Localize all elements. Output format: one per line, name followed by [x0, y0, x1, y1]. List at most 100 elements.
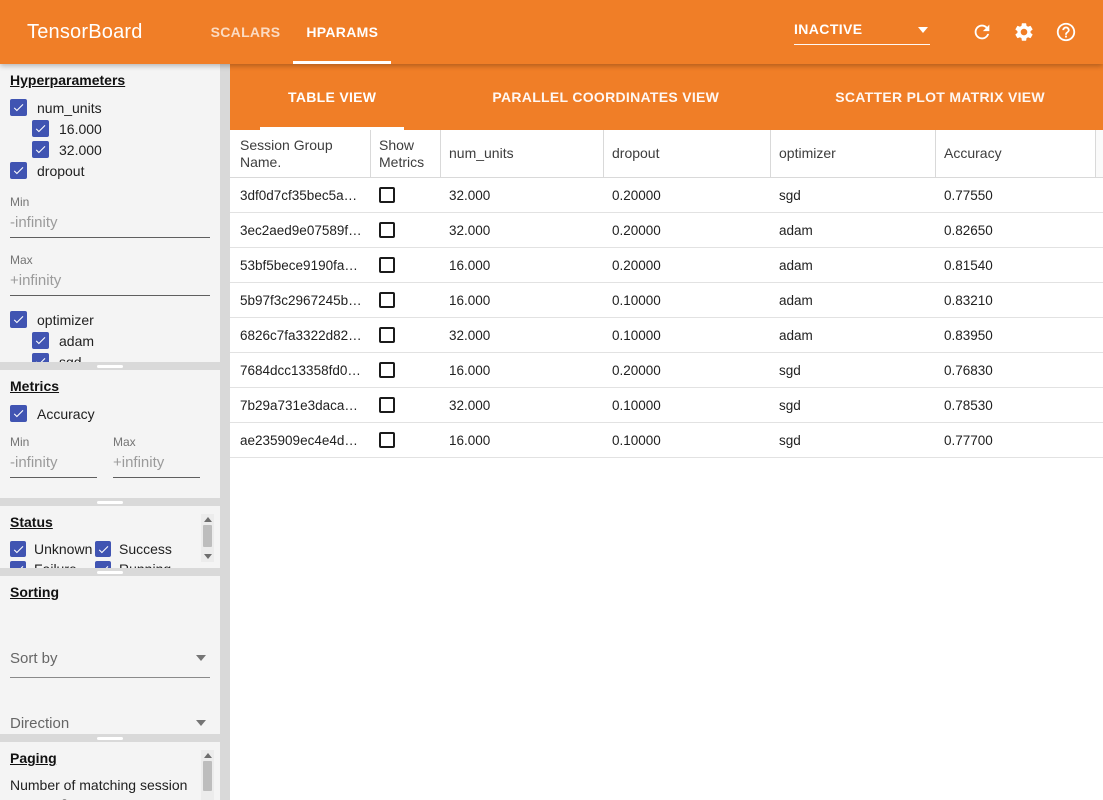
table-row: 53bf5bece9190fa… 16.000 0.20000 adam 0.8…: [230, 248, 1103, 283]
hparam-value-label: 16.000: [59, 121, 102, 137]
direction-select[interactable]: Direction: [10, 710, 210, 734]
metric-minmax-fields: Min Max: [10, 435, 220, 478]
column-header-session-group-name[interactable]: Session Group Name.: [230, 130, 371, 177]
checkbox-checked-icon[interactable]: [10, 561, 26, 568]
accuracy-value: 0.77550: [936, 178, 1096, 212]
column-header-accuracy[interactable]: Accuracy: [936, 130, 1096, 177]
section-resize-divider: [0, 568, 220, 576]
settings-button[interactable]: [1012, 20, 1036, 44]
hparam-value-label: sgd: [59, 354, 82, 363]
help-button[interactable]: [1054, 20, 1078, 44]
sorting-heading: Sorting: [10, 584, 59, 600]
matching-groups-count: Number of matching session groups: 8: [10, 776, 195, 800]
accuracy-value: 0.76830: [936, 353, 1096, 387]
optimizer-value: adam: [771, 318, 936, 352]
show-metrics-checkbox[interactable]: [379, 257, 395, 273]
dropout-max-field: Max: [10, 253, 220, 296]
section-resize-divider: [0, 734, 220, 742]
scroll-down-icon[interactable]: [204, 554, 212, 559]
sort-by-select[interactable]: Sort by: [10, 645, 210, 678]
show-metrics-checkbox[interactable]: [379, 187, 395, 203]
checkbox-checked-icon[interactable]: [10, 99, 27, 116]
sorting-section: Sorting Sort by Direction: [0, 576, 220, 734]
checkbox-checked-icon[interactable]: [32, 120, 49, 137]
column-header-show-metrics[interactable]: Show Metrics: [371, 130, 441, 177]
show-metrics-checkbox[interactable]: [379, 397, 395, 413]
column-header-dropout[interactable]: dropout: [604, 130, 771, 177]
accuracy-value: 0.82650: [936, 213, 1096, 247]
dropout-max-input[interactable]: [10, 269, 210, 296]
status-label: Success: [119, 541, 172, 557]
plugin-tabs: SCALARS HPARAMS: [198, 0, 392, 64]
hparam-value-16: 16.000: [32, 119, 220, 138]
metric-max-input[interactable]: [113, 451, 200, 478]
reload-status-dropdown[interactable]: INACTIVE: [794, 19, 930, 45]
status-label: Failure: [34, 561, 77, 568]
checkbox-checked-icon[interactable]: [32, 332, 49, 349]
hparam-value-label: 32.000: [59, 142, 102, 158]
status-scrollbar[interactable]: [201, 514, 214, 562]
accuracy-value: 0.77700: [936, 423, 1096, 457]
checkbox-checked-icon[interactable]: [10, 541, 26, 557]
optimizer-value: adam: [771, 283, 936, 317]
status-success: Success: [95, 540, 203, 558]
resize-handle[interactable]: [97, 501, 123, 504]
table-row: 7684dcc13358fd0… 16.000 0.20000 sgd 0.76…: [230, 353, 1103, 388]
hparam-value-adam: adam: [32, 331, 220, 350]
hparam-label: num_units: [37, 100, 102, 116]
refresh-button[interactable]: [970, 20, 994, 44]
show-metrics-checkbox[interactable]: [379, 362, 395, 378]
resize-handle[interactable]: [97, 737, 123, 740]
num-units-value: 16.000: [441, 353, 604, 387]
resize-handle[interactable]: [97, 571, 123, 574]
scrollbar-thumb[interactable]: [203, 761, 212, 791]
optimizer-value: sgd: [771, 423, 936, 457]
num-units-value: 16.000: [441, 423, 604, 457]
scroll-up-icon[interactable]: [204, 517, 212, 522]
hparam-num-units: num_units: [10, 98, 220, 117]
chevron-down-icon: [196, 720, 206, 726]
scrollbar-thumb[interactable]: [203, 525, 212, 547]
metric-label: Accuracy: [37, 406, 95, 422]
tab-hparams[interactable]: HPARAMS: [293, 0, 391, 64]
hparam-value-32: 32.000: [32, 140, 220, 159]
column-header-optimizer[interactable]: optimizer: [771, 130, 936, 177]
scroll-up-icon[interactable]: [204, 753, 212, 758]
tab-scatter-plot-matrix-view[interactable]: SCATTER PLOT MATRIX VIEW: [807, 64, 1073, 130]
session-group-name: 3ec2aed9e07589f…: [230, 213, 371, 247]
tab-scalars[interactable]: SCALARS: [198, 0, 294, 64]
checkbox-checked-icon[interactable]: [95, 561, 111, 568]
show-metrics-checkbox[interactable]: [379, 327, 395, 343]
checkbox-checked-icon[interactable]: [10, 311, 27, 328]
checkbox-checked-icon[interactable]: [95, 541, 111, 557]
paging-scrollbar[interactable]: [201, 750, 214, 800]
show-metrics-checkbox[interactable]: [379, 292, 395, 308]
column-header-num-units[interactable]: num_units: [441, 130, 604, 177]
section-resize-divider: [0, 362, 220, 370]
checkbox-checked-icon[interactable]: [10, 405, 27, 422]
checkbox-checked-icon[interactable]: [32, 353, 49, 362]
resize-handle[interactable]: [97, 365, 123, 368]
metric-min-field: Min: [10, 435, 97, 478]
tab-parallel-coordinates-view[interactable]: PARALLEL COORDINATES VIEW: [464, 64, 747, 130]
chevron-down-icon: [196, 655, 206, 661]
table-row: 7b29a731e3daca… 32.000 0.10000 sgd 0.785…: [230, 388, 1103, 423]
metric-min-input[interactable]: [10, 451, 97, 478]
tab-table-view[interactable]: TABLE VIEW: [260, 64, 404, 130]
paging-section: Paging Number of matching session groups…: [0, 742, 220, 800]
checkbox-checked-icon[interactable]: [32, 141, 49, 158]
checkbox-checked-icon[interactable]: [10, 162, 27, 179]
show-metrics-checkbox[interactable]: [379, 432, 395, 448]
metrics-heading: Metrics: [10, 378, 59, 394]
status-unknown: Unknown: [10, 540, 95, 558]
table-row: 6826c7fa3322d82… 32.000 0.10000 adam 0.8…: [230, 318, 1103, 353]
dropout-value: 0.20000: [604, 353, 771, 387]
status-failure: Failure: [10, 560, 95, 568]
status-options: Unknown Success Failure Running: [10, 539, 220, 568]
tensorboard-app: TensorBoard SCALARS HPARAMS INACTIVE Hyp…: [0, 0, 1103, 800]
metric-max-field: Max: [113, 435, 200, 478]
dropout-min-input[interactable]: [10, 211, 210, 238]
settings-gear-icon: [1013, 21, 1035, 43]
refresh-icon: [971, 21, 993, 43]
show-metrics-checkbox[interactable]: [379, 222, 395, 238]
